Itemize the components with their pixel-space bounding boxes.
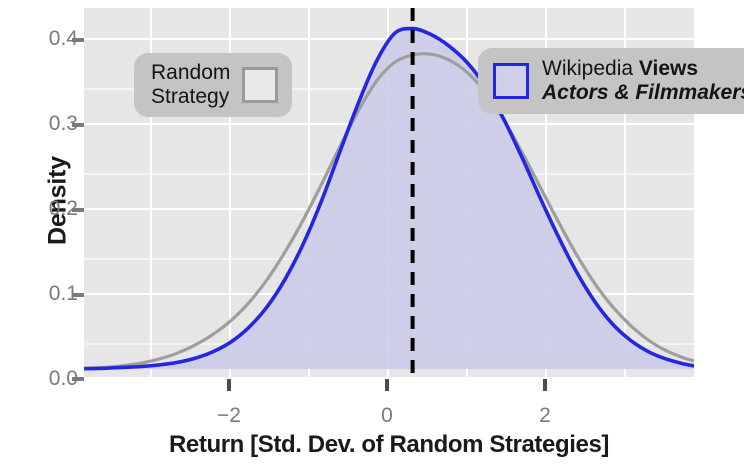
y-tick-label-0.0: 0.0	[48, 367, 78, 390]
v-gridline-3	[624, 8, 626, 379]
v-gridline-neg1	[308, 8, 310, 379]
y-tick-label-0.2: 0.2	[48, 197, 78, 220]
x-tick-label-0: 0	[381, 404, 393, 427]
wikipedia-views-area	[84, 28, 694, 370]
x-tick-mark-0	[385, 379, 389, 391]
legend-wikipedia-views-text: Wikipedia Views Actors & Filmmakers	[542, 57, 744, 104]
legend-random-strategy[interactable]: Random Strategy	[134, 53, 293, 118]
legend-random-strategy-text: Random Strategy	[151, 61, 230, 108]
x-tick-mark-2	[543, 379, 547, 391]
legend-wikipedia-views[interactable]: Wikipedia Views Actors & Filmmakers	[478, 48, 744, 115]
legend-wikipedia-views-line2: Actors & Filmmakers	[542, 80, 744, 104]
x-tick-mark-neg2	[227, 379, 231, 391]
x-axis-title: Return [Std. Dev. of Random Strategies]	[168, 431, 609, 458]
legend-wikipedia-views-line1: Wikipedia Views	[542, 57, 744, 81]
legend-random-strategy-line1: Random	[151, 61, 231, 84]
y-tick-label-0.4: 0.4	[48, 27, 78, 50]
legend-swatch-wikipedia-views	[493, 62, 529, 99]
legend-wiki-bold: Views	[638, 57, 699, 80]
random-strategy-curve	[84, 52, 694, 370]
y-tick-mark-0.0	[72, 377, 84, 381]
y-tick-mark-0.4	[72, 38, 84, 42]
h-gridline-0.0	[84, 377, 694, 379]
y-tick-label-0.3: 0.3	[48, 112, 78, 135]
legend-swatch-random-strategy	[242, 66, 279, 103]
y-tick-label-0.1: 0.1	[48, 282, 78, 305]
y-tick-mark-0.2	[72, 208, 84, 212]
v-gridline-neg2	[229, 8, 231, 379]
v-gridline-2	[545, 8, 547, 379]
v-gridline-neg3	[150, 8, 152, 379]
y-tick-mark-0.1	[72, 293, 84, 297]
x-tick-label-neg2: −2	[217, 404, 241, 427]
density-curves	[84, 8, 694, 379]
legend-wiki-plain: Wikipedia	[542, 57, 639, 80]
x-tick-label-2: 2	[539, 404, 551, 427]
wikipedia-views-curve	[84, 26, 694, 371]
y-tick-mark-0.3	[72, 123, 84, 127]
legend-random-strategy-line2: Strategy	[151, 84, 230, 108]
